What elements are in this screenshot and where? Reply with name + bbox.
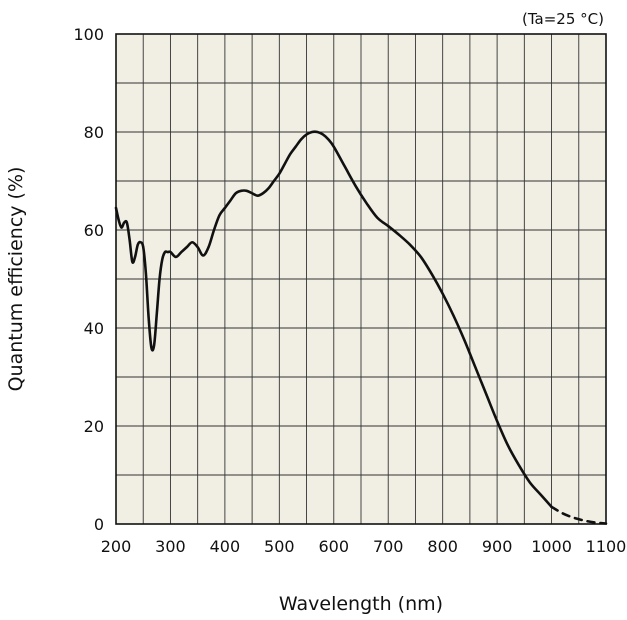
y-tick-label: 0 [94,515,104,534]
series-group [114,130,608,525]
x-tick-label: 800 [427,537,458,556]
x-tick-labels: 200 300 400 500 600 700 800 900 1000 1100 [101,537,627,556]
x-tick-label: 700 [373,537,404,556]
y-tick-label: 40 [84,319,104,338]
x-tick-label: 1100 [586,537,627,556]
x-tick-label: 600 [319,537,350,556]
y-tick-label: 80 [84,123,104,142]
x-tick-label: 300 [155,537,186,556]
x-tick-label: 200 [101,537,132,556]
plot-frame [115,33,607,525]
condition-note: (Ta=25 °C) [522,10,604,28]
y-tick-label: 60 [84,221,104,240]
y-tick-labels: 0 20 40 60 80 100 [73,25,104,534]
x-axis-label: Wavelength (nm) [279,593,443,615]
x-tick-label: 900 [482,537,513,556]
y-tick-label: 20 [84,417,104,436]
qe-curve-extrapolated-line [550,505,608,525]
grid-horizontal [116,82,606,476]
x-tick-label: 1000 [531,537,572,556]
qe-curve-line [114,130,553,509]
x-tick-label: 500 [264,537,295,556]
x-tick-label: 400 [210,537,241,556]
y-tick-label: 100 [73,25,104,44]
y-axis-label: Quantum efficiency (%) [5,167,27,392]
